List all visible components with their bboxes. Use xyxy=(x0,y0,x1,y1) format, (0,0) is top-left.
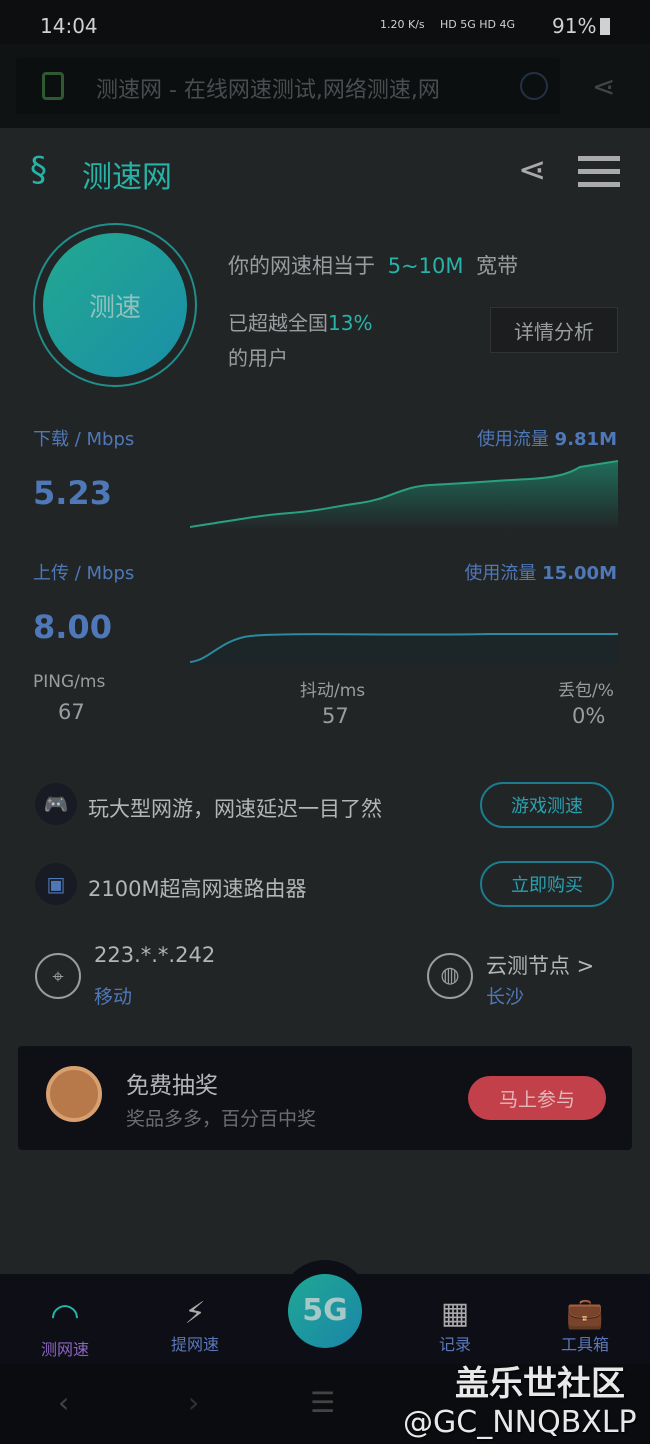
ping-value: 67 xyxy=(58,700,85,724)
nav-records-label: 记录 xyxy=(438,1335,471,1354)
ip-address: 223.*.*.242 xyxy=(94,943,216,967)
bottom-nav: ◠ 测网速 ⚡ 提网速 5G ▦ 记录 💼 工具箱 xyxy=(0,1260,650,1364)
join-lottery-button[interactable]: 马上参与 xyxy=(468,1076,606,1120)
status-bar: 14:04 1.20 K/s HD 5G HD 4G 91% xyxy=(0,0,650,44)
watermark-title: 盖乐世社区 xyxy=(455,1364,625,1404)
exceed-suffix: 的用户 xyxy=(228,346,288,370)
exceed-percent: 13% xyxy=(328,311,373,335)
menu-icon[interactable]: ☰ xyxy=(310,1386,336,1419)
battery-icon xyxy=(600,18,610,35)
watermark-user: @GC_NNQBXLP xyxy=(403,1405,637,1440)
refresh-icon[interactable] xyxy=(520,72,548,100)
logo: 测速网 xyxy=(82,160,172,195)
globe-icon: ◍ xyxy=(427,953,473,999)
download-graph-area xyxy=(190,461,618,530)
share-icon[interactable]: ⋖ xyxy=(518,150,547,190)
buy-now-button[interactable]: 立即购买 xyxy=(480,861,614,907)
summary-prefix: 你的网速相当于 xyxy=(228,254,375,278)
download-usage-label: 使用流量 xyxy=(476,429,549,450)
upload-graph xyxy=(190,633,618,665)
game-speed-test-button[interactable]: 游戏测速 xyxy=(480,782,614,828)
start-test-button[interactable]: 测速 xyxy=(43,233,187,377)
bandwidth-value: 5~10M xyxy=(387,254,464,278)
upload-graph-area xyxy=(190,634,618,665)
promo-game-text: 玩大型网游，网速延迟一目了然 xyxy=(88,797,382,821)
network-indicators: HD 5G HD 4G xyxy=(440,18,516,31)
system-nav-bar: ‹ › ☰ xyxy=(0,1364,650,1444)
nav-records[interactable]: ▦ 记录 xyxy=(400,1296,510,1355)
battery-level: 91% xyxy=(552,14,597,38)
gamepad-icon: 🎮 xyxy=(35,783,77,825)
prize-wheel-icon xyxy=(46,1066,102,1122)
router-icon: ▣ xyxy=(35,863,77,905)
lottery-banner[interactable]: 免费抽奖 奖品多多，百分百中奖 马上参与 xyxy=(18,1046,632,1150)
jitter-label: 抖动/ms xyxy=(300,681,366,701)
nav-toolbox-label: 工具箱 xyxy=(560,1335,609,1354)
upload-label: 上传 / Mbps xyxy=(33,563,135,584)
back-icon[interactable]: ‹ xyxy=(58,1386,70,1419)
nav-speed-test-label: 测网速 xyxy=(40,1340,89,1359)
node-city: 长沙 xyxy=(486,986,525,1008)
menu-icon[interactable] xyxy=(578,156,620,187)
chip-icon: ⚡ xyxy=(184,1296,206,1331)
clock: 14:04 xyxy=(40,14,98,38)
page-title-url: 测速网 - 在线网速测试,网络测速,网 xyxy=(96,78,440,103)
chart-icon: ▦ xyxy=(440,1296,470,1331)
exceed-prefix: 已超越全国 xyxy=(228,311,328,335)
ping-label: PING/ms xyxy=(33,672,106,692)
upload-value: 8.00 xyxy=(33,608,112,646)
speedometer-icon: ◠ xyxy=(50,1296,80,1336)
lottery-subtitle: 奖品多多，百分百中奖 xyxy=(126,1108,317,1130)
nav-5g-button[interactable]: 5G xyxy=(288,1274,362,1348)
node-selector[interactable]: 云测节点 > xyxy=(486,954,595,978)
jitter-value: 57 xyxy=(322,704,349,728)
download-graph xyxy=(190,460,618,530)
upload-usage: 15.00M xyxy=(542,563,617,584)
download-label: 下载 / Mbps xyxy=(33,429,135,450)
nav-toolbox[interactable]: 💼 工具箱 xyxy=(530,1296,640,1355)
toolbox-icon: 💼 xyxy=(566,1296,604,1331)
nav-boost-label: 提网速 xyxy=(170,1335,219,1354)
download-usage: 9.81M xyxy=(554,429,617,450)
net-speed: 1.20 K/s xyxy=(380,18,425,31)
location-icon: ⌖ xyxy=(35,953,81,999)
upload-usage-label: 使用流量 xyxy=(464,563,537,584)
download-value: 5.23 xyxy=(33,474,112,512)
share-icon[interactable]: ⋖ xyxy=(592,70,616,103)
upload-graph-line xyxy=(190,633,618,663)
lottery-title: 免费抽奖 xyxy=(126,1073,218,1099)
download-graph-line xyxy=(190,460,618,528)
loss-label: 丢包/% xyxy=(558,681,614,701)
detail-analysis-button[interactable]: 详情分析 xyxy=(490,307,618,353)
isp: 移动 xyxy=(94,986,133,1008)
promo-router-text: 2100M超高网速路由器 xyxy=(88,877,307,901)
browser-toolbar: 测速网 - 在线网速测试,网络测速,网 ⋖ xyxy=(0,44,650,128)
gauge-ring: 测速 xyxy=(33,223,197,387)
forward-icon[interactable]: › xyxy=(188,1386,200,1419)
nav-boost[interactable]: ⚡ 提网速 xyxy=(140,1296,250,1355)
lock-icon xyxy=(42,72,64,100)
address-bar[interactable]: 测速网 - 在线网速测试,网络测速,网 xyxy=(16,58,560,114)
summary-suffix: 宽带 xyxy=(476,254,519,278)
nav-speed-test[interactable]: ◠ 测网速 xyxy=(10,1296,120,1360)
loss-value: 0% xyxy=(572,704,606,728)
logo-icon: § xyxy=(30,150,47,190)
